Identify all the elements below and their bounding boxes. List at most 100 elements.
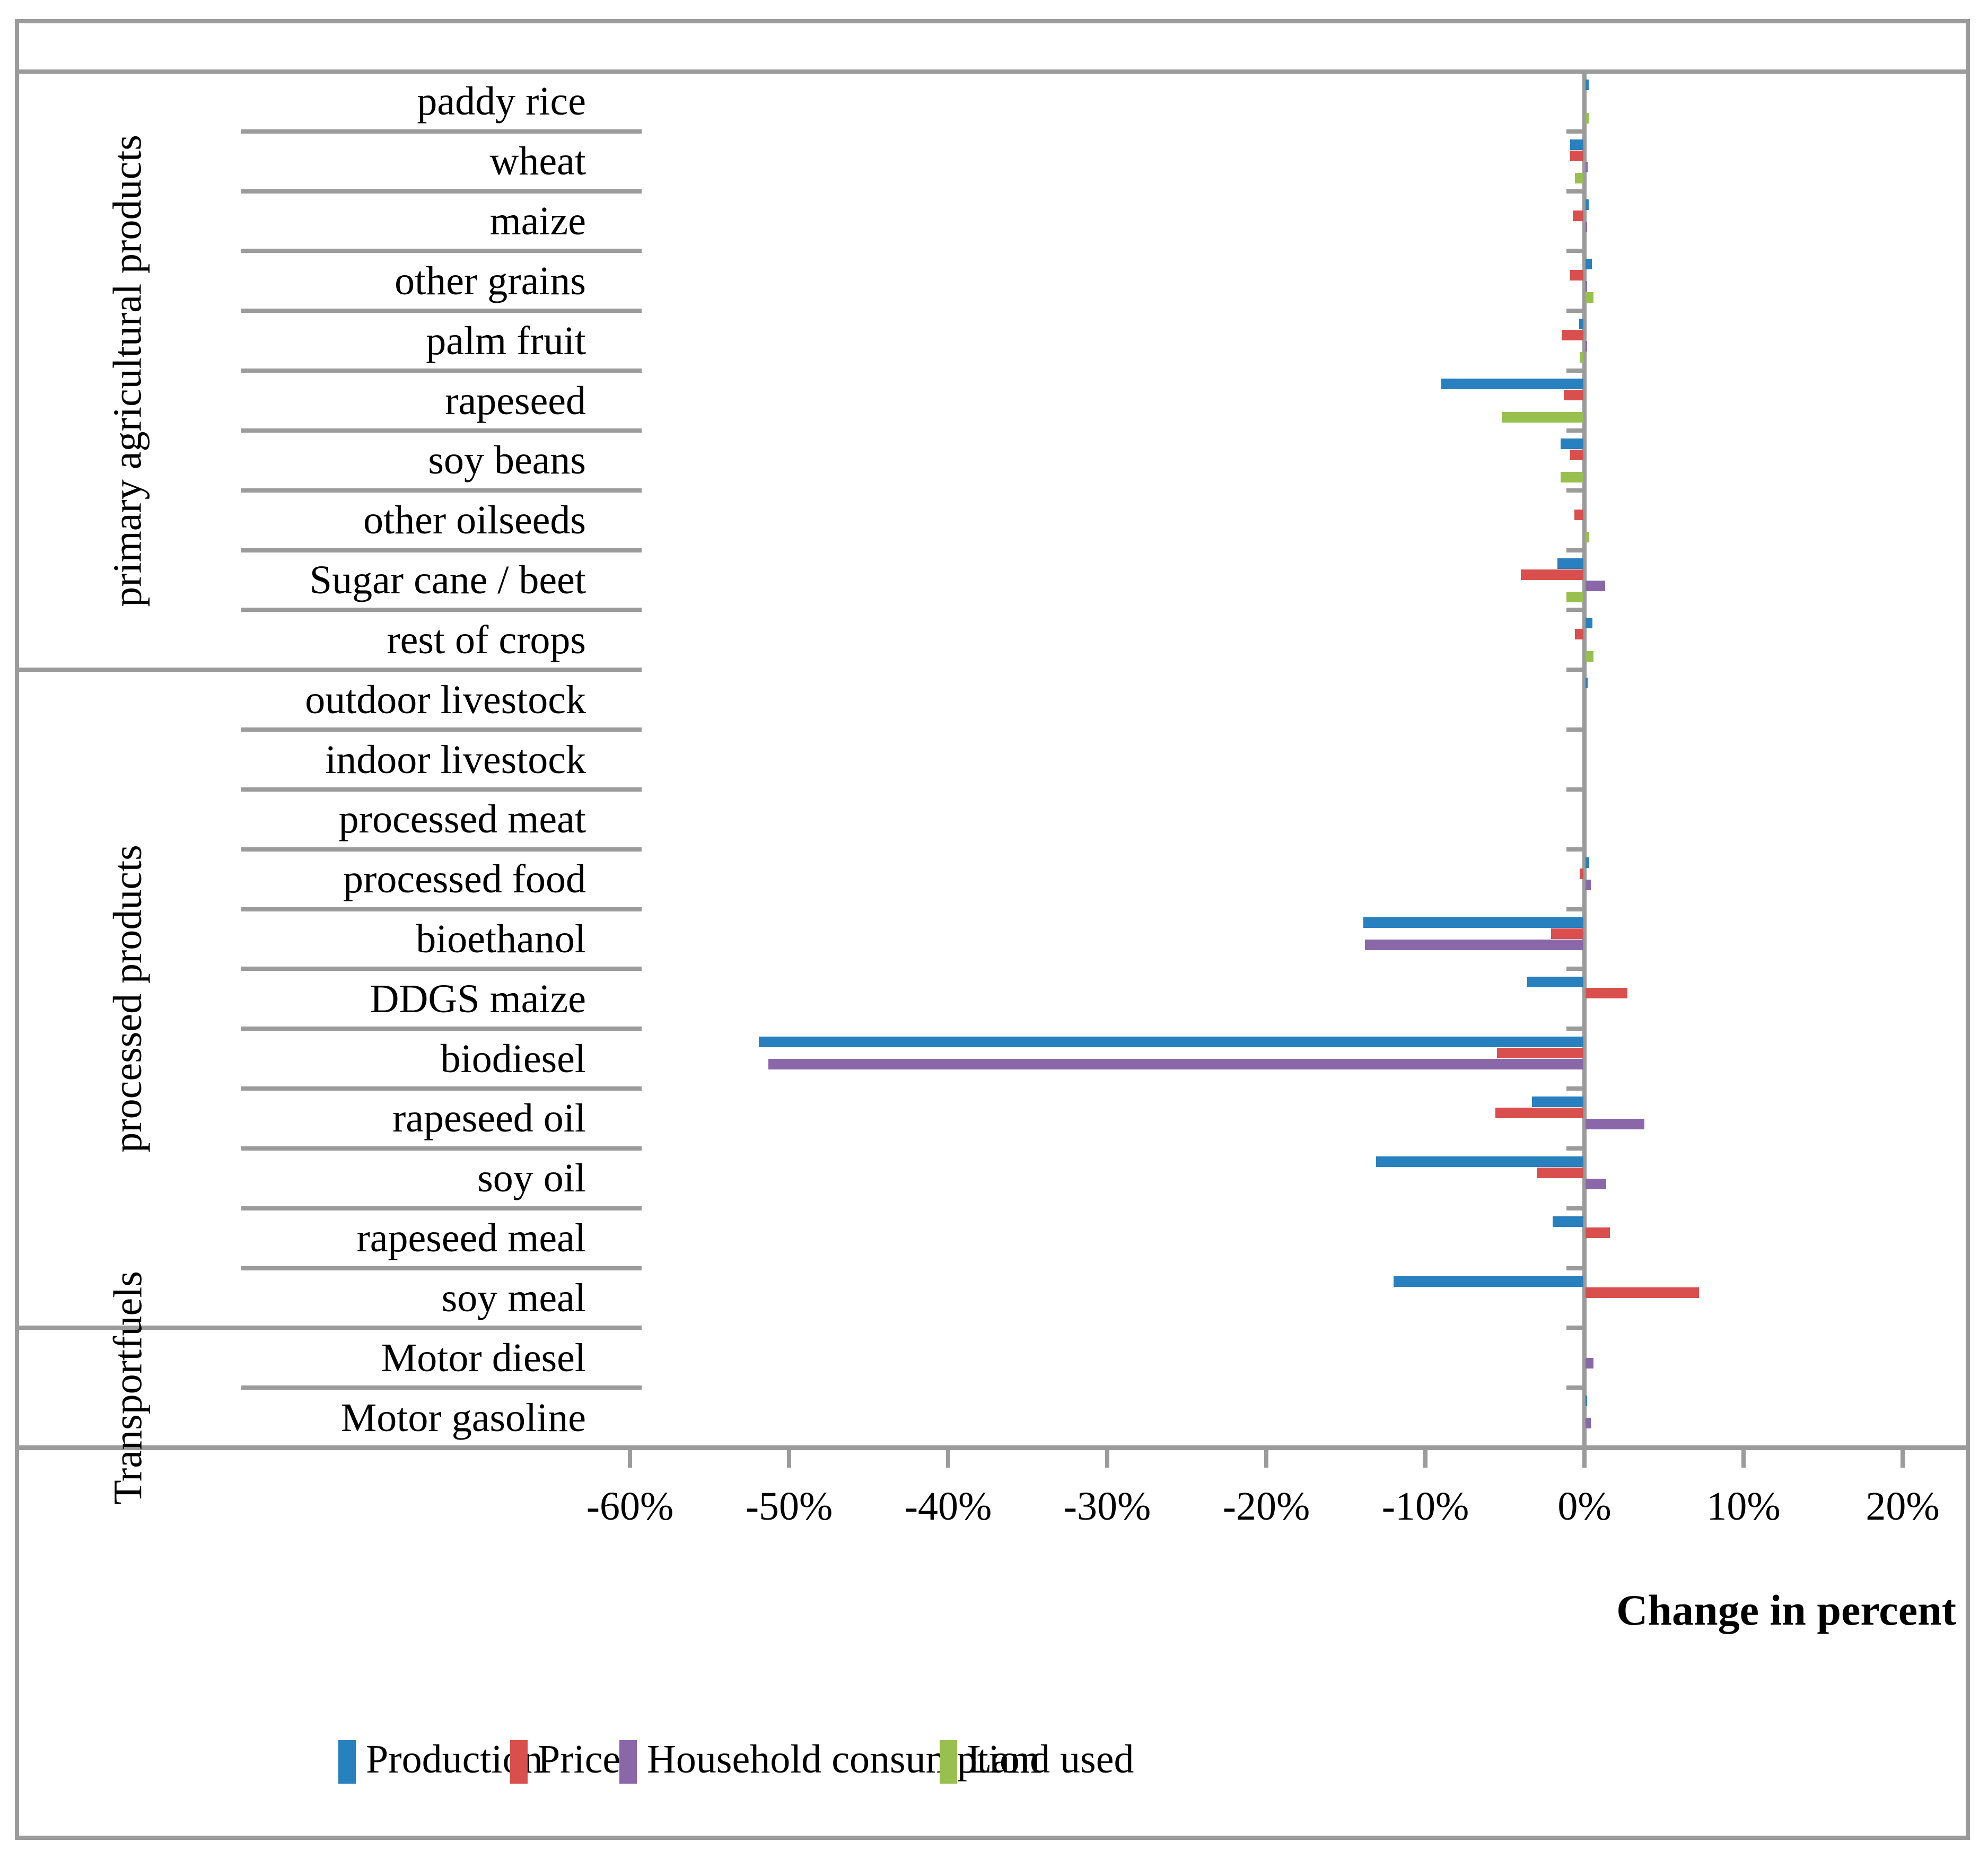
zero-axis-tick — [1566, 1206, 1582, 1210]
bar-production-motor-gasoline — [1586, 1396, 1587, 1407]
zero-axis-tick — [1566, 608, 1582, 612]
x-tick-label: -30% — [1063, 1484, 1151, 1529]
zero-axis-tick — [1566, 309, 1582, 313]
bar-price-rapeseed-oil — [1495, 1108, 1583, 1119]
x-axis-line — [15, 1445, 1970, 1450]
category-label-processed-meat: processed meat — [338, 797, 586, 842]
legend-label-land-used: Land used — [967, 1737, 1134, 1782]
x-axis-tick — [1901, 1450, 1905, 1468]
row-separator — [241, 488, 642, 493]
row-separator — [241, 787, 642, 792]
category-label-rapeseed-meal: rapeseed meal — [356, 1216, 586, 1261]
row-separator — [241, 847, 642, 852]
row-separator — [241, 1385, 642, 1390]
group-label-transport-fuels: Trans port fuels — [15, 1270, 241, 1505]
bar-price-soy-beans — [1570, 449, 1583, 460]
row-separator — [241, 548, 642, 552]
x-tick-label: 20% — [1866, 1484, 1940, 1529]
row-separator — [241, 249, 642, 253]
x-axis-tick — [1741, 1450, 1746, 1468]
bar-price-rest-of-crops — [1575, 629, 1583, 640]
category-label-rapeseed: rapeseed — [445, 378, 586, 423]
x-tick-label: -50% — [745, 1484, 833, 1529]
zero-axis-tick — [1566, 69, 1582, 74]
zero-axis-tick — [1566, 1266, 1582, 1270]
category-label-soy-beans: soy beans — [428, 438, 586, 483]
bar-price-biodiesel — [1497, 1048, 1583, 1059]
bar-household-consumption-biodiesel — [768, 1059, 1583, 1070]
frame-right-border — [1966, 19, 1970, 1840]
bar-land-used-paddy-rice — [1586, 113, 1589, 124]
category-label-wheat: wheat — [489, 139, 586, 184]
zero-axis-tick — [1566, 847, 1582, 852]
bar-land-used-other-oilseeds — [1586, 531, 1589, 542]
category-label-soy-meal: soy meal — [441, 1275, 586, 1320]
bar-price-rapeseed — [1564, 390, 1583, 401]
zero-axis-tick — [1566, 1326, 1582, 1330]
bar-land-used-palm-fruit — [1580, 352, 1583, 363]
category-label-maize: maize — [489, 199, 586, 244]
group-label-primary-agricultural-products: primary agricultural products — [15, 72, 241, 670]
zero-axis-line — [1582, 72, 1587, 1468]
bar-household-consumption-rapeseed-oil — [1586, 1119, 1644, 1130]
legend-swatch-price — [510, 1740, 528, 1784]
zero-axis-tick — [1566, 129, 1582, 134]
category-label-rest-of-crops: rest of crops — [387, 617, 586, 662]
category-label-indoor-livestock: indoor livestock — [325, 737, 586, 782]
x-axis-tick — [946, 1450, 950, 1468]
group-label-processed-products: processed products — [15, 670, 241, 1328]
bar-production-rapeseed-meal — [1553, 1216, 1583, 1227]
category-label-bioethanol: bioethanol — [416, 916, 586, 961]
bar-production-soy-oil — [1376, 1156, 1583, 1167]
bar-household-consumption-wheat — [1586, 161, 1588, 172]
bar-price-wheat — [1570, 150, 1583, 161]
zero-axis-tick — [1566, 189, 1582, 194]
bar-production-rest-of-crops — [1586, 618, 1592, 629]
bar-land-used-wheat — [1575, 172, 1583, 183]
frame-left-border — [15, 19, 19, 1840]
plot-top-border — [15, 69, 1970, 74]
bar-price-processed-food — [1580, 868, 1583, 879]
category-label-soy-oil: soy oil — [477, 1156, 586, 1201]
bar-price-ddgs-maize — [1586, 988, 1627, 999]
row-separator — [241, 1266, 642, 1270]
x-axis-tick — [1423, 1450, 1427, 1468]
category-label-other-grains: other grains — [395, 258, 586, 303]
zero-axis-tick — [1566, 369, 1582, 373]
bar-production-soy-meal — [1394, 1276, 1583, 1287]
x-tick-label: -10% — [1381, 1484, 1469, 1529]
bar-price-soy-meal — [1586, 1287, 1699, 1298]
x-tick-label: -60% — [586, 1484, 674, 1529]
frame-bottom-border — [15, 1836, 1970, 1840]
row-separator — [241, 309, 642, 313]
category-label-ddgs-maize: DDGS maize — [370, 976, 586, 1021]
category-label-motor-diesel: Motor diesel — [381, 1335, 586, 1380]
row-separator — [241, 1206, 642, 1210]
bar-land-used-rapeseed — [1502, 412, 1583, 423]
x-tick-label: 10% — [1706, 1484, 1781, 1529]
x-axis-tick — [787, 1450, 791, 1468]
category-label-paddy-rice: paddy rice — [417, 79, 586, 124]
zero-axis-tick — [1566, 1027, 1582, 1031]
bar-price-sugar-cane-beet — [1521, 569, 1583, 580]
bar-household-consumption-processed-food — [1586, 879, 1591, 890]
row-separator — [241, 907, 642, 911]
row-separator — [241, 1146, 642, 1151]
bar-household-consumption-bioethanol — [1365, 939, 1583, 950]
group-label-text: processed products — [105, 845, 150, 1153]
bar-production-ddgs-maize — [1527, 977, 1583, 988]
bar-land-used-rest-of-crops — [1586, 651, 1593, 662]
x-tick-label: 0% — [1557, 1484, 1612, 1529]
zero-axis-tick — [1566, 1385, 1582, 1390]
bar-household-consumption-soy-oil — [1586, 1178, 1606, 1189]
category-label-rapeseed-oil: rapeseed oil — [392, 1096, 586, 1141]
frame-top-border — [15, 19, 1970, 23]
legend-label-price: Price — [538, 1737, 621, 1782]
x-axis-tick — [628, 1450, 632, 1468]
group-label-text: Trans port fuels — [105, 1270, 150, 1505]
legend-label-household-consumption: Household consumption — [647, 1737, 1040, 1782]
zero-axis-tick — [1566, 668, 1582, 672]
row-separator — [241, 967, 642, 971]
bar-price-other-grains — [1570, 270, 1583, 281]
row-separator — [241, 727, 642, 732]
